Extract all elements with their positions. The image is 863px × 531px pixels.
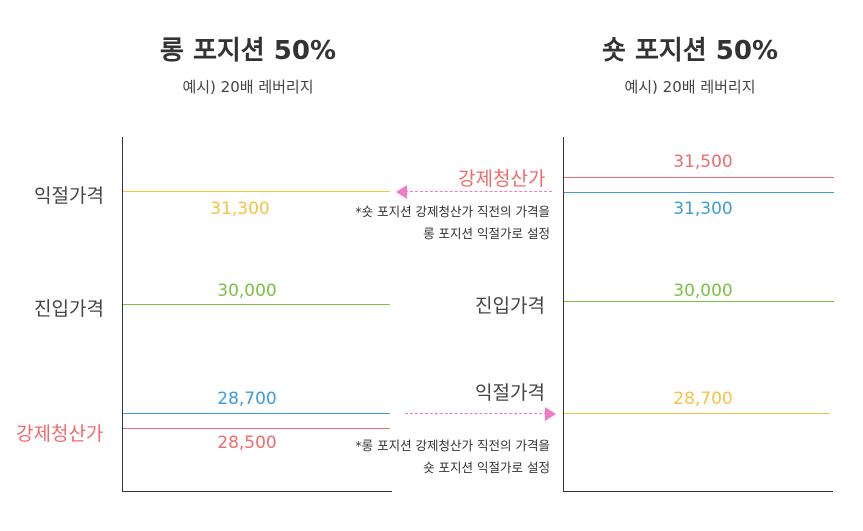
short-take-profit-line — [564, 413, 830, 414]
long-stop-line — [123, 413, 390, 414]
long-liquidation-price: 28,500 — [217, 433, 277, 453]
short-note-line2: 롱 포지션 익절가로 설정 — [423, 226, 550, 241]
short-note-line1: *숏 포지션 강제청산가 직전의 가격을 — [355, 204, 550, 219]
short-liquidation-price: 31,500 — [673, 152, 733, 172]
long-baseline — [122, 491, 392, 492]
short-entry-label: 진입가격 — [475, 295, 545, 317]
short-liquidation-line — [564, 177, 834, 178]
long-note-line2: 숏 포지션 익절가로 설정 — [423, 460, 550, 475]
short-liquidation-label: 강제청산가 — [458, 168, 546, 190]
long-entry-line — [123, 304, 390, 305]
long-entry-price: 30,000 — [217, 281, 277, 301]
short-baseline — [563, 491, 833, 492]
arrow-right-head — [545, 407, 556, 421]
long-liquidation-label: 강제청산가 — [16, 423, 104, 445]
long-liquidation-line — [123, 428, 390, 429]
arrow-right-dash — [405, 413, 547, 414]
short-entry-price: 30,000 — [673, 281, 733, 301]
long-stop-price: 28,700 — [217, 389, 277, 409]
long-take-profit-label: 익절가격 — [34, 185, 104, 207]
short-take-profit-label: 익절가격 — [475, 382, 545, 404]
short-stop-price: 31,300 — [673, 199, 733, 219]
arrow-left-head — [396, 185, 407, 199]
short-title: 숏 포지션 50% — [601, 36, 779, 66]
short-note: *숏 포지션 강제청산가 직전의 가격을 롱 포지션 익절가로 설정 — [355, 201, 550, 245]
arrow-left-dash — [405, 191, 552, 192]
long-axis — [122, 137, 123, 492]
short-entry-line — [564, 301, 834, 302]
short-subtitle: 예시) 20배 레버리지 — [624, 78, 756, 96]
long-title: 롱 포지션 50% — [159, 36, 337, 66]
short-take-profit-price: 28,700 — [673, 389, 733, 409]
long-subtitle: 예시) 20배 레버리지 — [182, 78, 314, 96]
long-take-profit-price: 31,300 — [210, 199, 270, 219]
long-take-profit-line — [123, 191, 390, 192]
short-stop-line — [564, 192, 834, 193]
short-axis — [563, 137, 564, 492]
long-note-line1: *롱 포지션 강제청산가 직전의 가격을 — [355, 438, 550, 453]
long-entry-label: 진입가격 — [34, 298, 104, 320]
long-note: *롱 포지션 강제청산가 직전의 가격을 숏 포지션 익절가로 설정 — [355, 435, 550, 479]
